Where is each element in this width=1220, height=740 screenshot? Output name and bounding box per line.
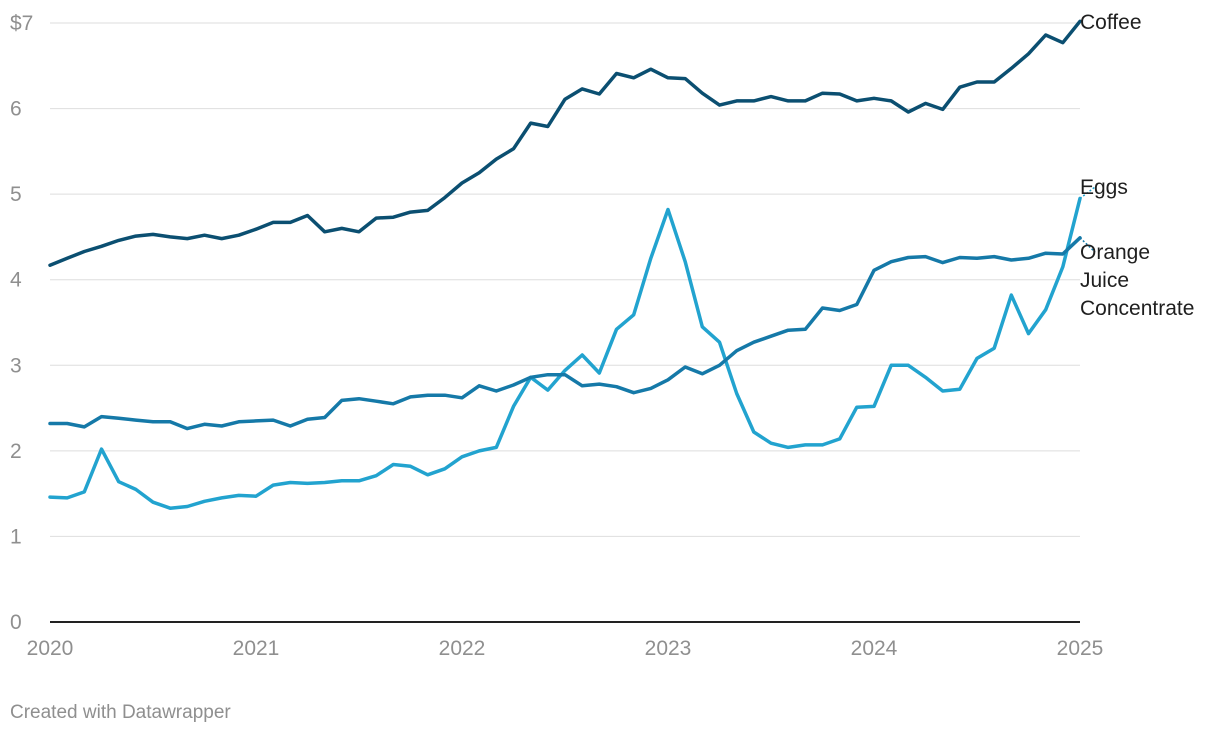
gridlines [50,22,1080,623]
series-line-eggs [48,196,1082,510]
series-lines [48,19,1082,510]
x-tick-label: 2024 [851,637,898,660]
y-tick-label: $7 [10,12,33,35]
y-tick-label: 5 [10,183,22,206]
y-tick-label: 3 [10,354,22,377]
y-tick-label: 6 [10,98,22,121]
y-tick-label: 0 [10,611,22,634]
datawrapper-credit: Created with Datawrapper [10,702,231,723]
series-label-coffee: Coffee [1080,11,1142,34]
series-label-orange-juice-concentrate: Orange Juice Concentrate [1080,241,1194,320]
label-connector-orange-juice-concentrate [1079,237,1096,253]
x-tick-label: 2023 [645,637,692,660]
x-tick-label: 2021 [233,637,280,660]
y-axis-ticks: 0 1 2 3 4 5 6 $7 [10,12,33,634]
y-tick-label: 4 [10,269,22,292]
series-label-eggs: Eggs [1080,176,1128,199]
x-tick-label: 2022 [439,637,486,660]
x-tick-label: 2020 [27,637,74,660]
series-line-orange-juice-concentrate [48,236,1082,431]
y-tick-label: 1 [10,525,22,548]
series-labels: Coffee Eggs Orange Juice Concentrate [1079,11,1194,320]
series-line-coffee [48,19,1082,267]
label-connector-eggs [1079,186,1096,200]
x-axis-ticks: 2020 2021 2022 2023 2024 2025 [27,637,1104,660]
x-tick-label: 2025 [1057,637,1104,660]
y-tick-label: 2 [10,440,22,463]
